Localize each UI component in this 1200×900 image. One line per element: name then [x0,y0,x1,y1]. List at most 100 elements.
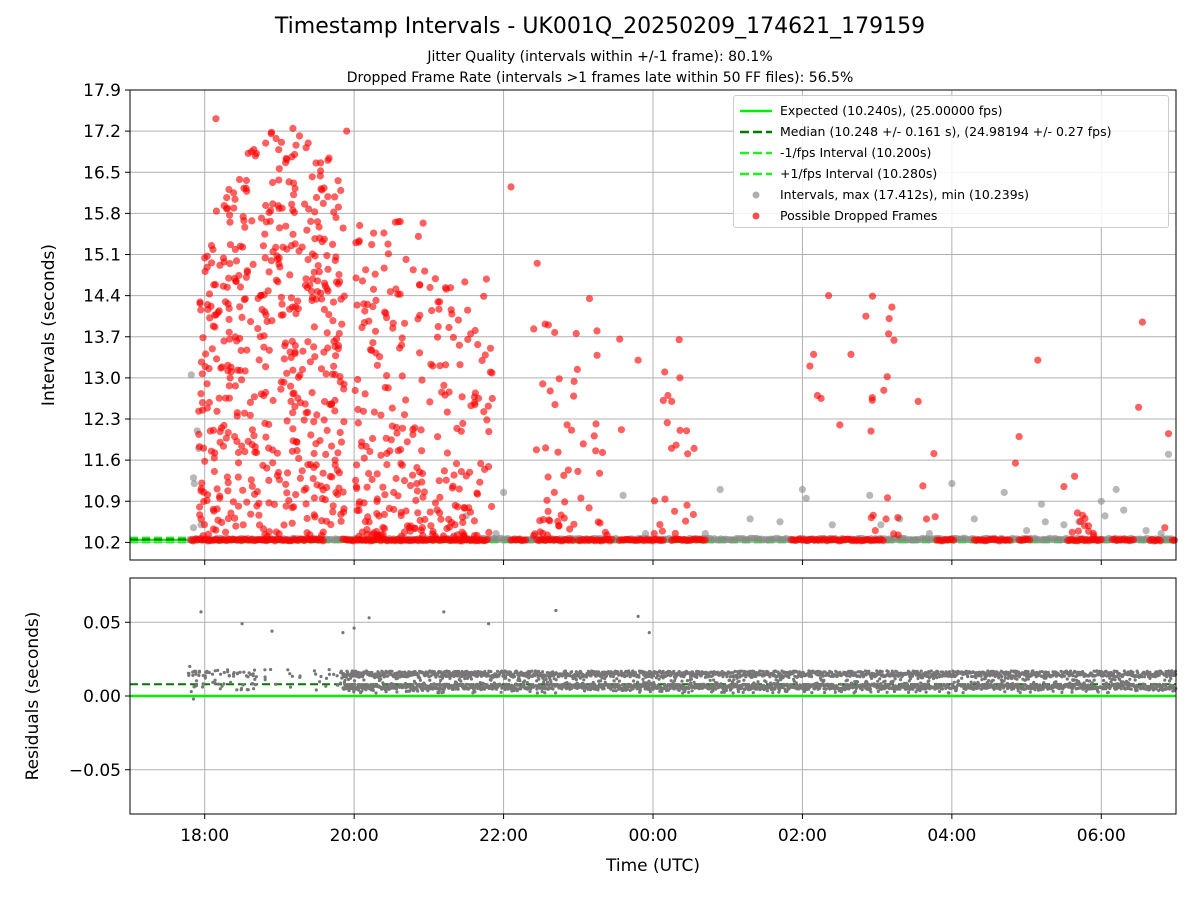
dropped-frame-point [241,223,249,231]
dropped-frame-point [261,308,269,316]
dropped-frame-point [931,513,939,521]
residual-point [669,679,673,683]
dropped-frame-point [319,528,327,536]
dropped-frame-point [427,522,435,530]
residual-point [222,682,226,686]
dropped-frame-point [533,259,541,267]
residual-point [335,674,339,678]
dropped-frame-point [585,295,594,303]
residual-point [549,680,553,684]
y-tick-label: 17.9 [83,81,121,101]
residual-point [689,681,693,685]
dropped-frame-point [255,499,263,507]
residual-point [437,691,441,695]
dropped-frame-point [202,350,210,358]
dropped-frame-point [286,305,294,313]
residual-point [692,680,696,685]
residual-point [455,681,459,685]
dropped-frame-point [402,255,410,263]
dropped-frame-point [546,517,554,525]
dropped-frame-point [416,281,424,289]
dropped-frame-point [309,275,317,283]
residual-point [344,675,348,679]
residual-point [463,677,467,681]
dropped-frame-point [230,189,238,197]
residual-point [478,681,482,685]
residual-point [241,683,245,687]
dropped-frame-point [1129,536,1137,544]
dropped-frame-point [203,380,211,388]
dropped-frame-point [243,498,251,506]
dropped-frame-point [223,473,231,481]
residual-point [891,679,895,683]
dropped-frame-point [1015,433,1023,441]
y-tick-label: 13.7 [83,328,121,348]
dropped-frame-point [204,301,212,309]
dropped-frame-point [656,521,664,529]
interval-point [1112,485,1120,494]
residual-point [898,687,902,691]
residual-point [507,678,511,682]
dropped-frame-point [312,159,320,167]
residual-point [879,682,883,686]
dropped-frame-point [200,521,208,529]
residual-point [991,678,995,682]
residual-point [429,683,433,687]
dropped-frame-point [324,265,332,273]
residual-point [596,688,600,692]
dropped-frame-point [650,530,658,538]
residual-point [699,674,703,678]
dropped-frame-point [406,482,415,490]
dropped-frame-point [377,451,385,459]
residual-point [327,672,332,677]
residual-point [703,675,708,680]
dropped-frame-point [890,336,898,344]
dropped-frame-point [399,424,407,432]
residual-point [319,674,323,679]
residual-point [773,687,777,691]
dropped-frame-point [488,394,496,403]
residual-point [244,674,249,678]
residual-point [868,687,873,691]
dropped-frame-point [417,426,425,434]
interval-point [1060,521,1068,529]
dropped-frame-point [412,496,420,504]
dropped-frame-point [262,433,270,441]
residual-point [1018,691,1022,695]
residual-point [751,691,755,695]
dropped-frame-point [255,356,263,364]
dropped-frame-point [240,217,248,225]
residual-point [545,674,549,678]
residual-point [927,671,931,675]
residual-point [1090,681,1094,685]
dropped-frame-point [282,502,290,510]
dropped-frame-point [555,522,563,530]
dropped-frame-point [231,514,239,522]
residual-point [892,689,897,694]
dropped-frame-point [460,530,468,539]
dropped-frame-point [224,361,232,369]
interval-point [619,491,627,499]
residual-point [839,690,844,694]
residual-point [1003,676,1008,680]
residual-point [677,688,681,693]
dropped-frame-point [240,409,249,417]
dropped-frame-point [560,471,568,479]
dropped-frame-point [325,154,333,162]
residual-point [404,681,408,686]
interval-point [1000,488,1008,496]
dropped-frame-point [340,505,348,513]
dropped-frame-point [634,356,642,364]
dropped-frame-point [439,532,447,540]
residual-point [439,678,443,683]
dropped-frame-point [243,187,251,195]
dropped-frame-point [1161,524,1169,532]
dropped-frame-point [280,521,288,529]
dropped-frame-point [209,322,217,330]
dropped-frame-point [332,213,340,222]
dropped-frame-point [210,454,218,462]
dropped-frame-point [362,266,370,274]
residual-point [213,669,217,673]
residual-point [845,678,850,682]
